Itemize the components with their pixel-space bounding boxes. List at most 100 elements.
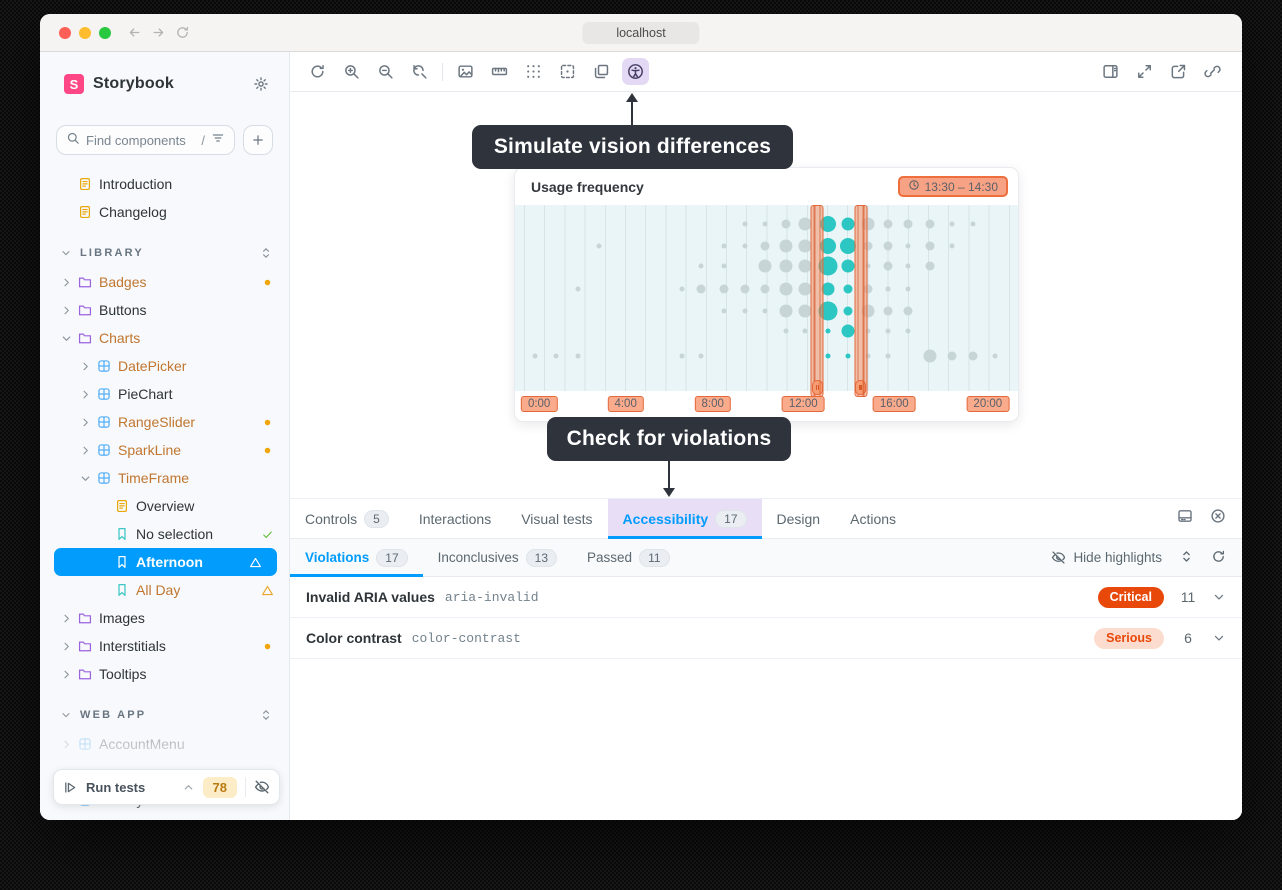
chart-dot <box>760 284 770 294</box>
updown-icon[interactable] <box>259 246 273 260</box>
sidebar-item-accountmenu[interactable]: AccountMenu <box>40 730 289 758</box>
create-story-button[interactable] <box>243 125 273 155</box>
chevron-right-icon[interactable] <box>60 304 73 317</box>
violation-row[interactable]: Invalid ARIA values aria-invalid Critical 1… <box>290 577 1242 618</box>
toolbar-accessibility-button[interactable] <box>622 58 649 85</box>
toolbar-zoom-out-button[interactable] <box>372 58 399 85</box>
chevron-down-icon[interactable] <box>60 332 73 345</box>
chevron-right-icon[interactable] <box>79 360 92 373</box>
search-box[interactable]: / <box>56 125 235 155</box>
toolbar-remount-button[interactable] <box>304 58 331 85</box>
chevron-down-icon[interactable] <box>1212 631 1226 645</box>
sidebar-item-overview[interactable]: Overview <box>40 492 289 520</box>
chevron-right-icon[interactable] <box>60 276 73 289</box>
sidebar-item-no-selection[interactable]: No selection <box>40 520 289 548</box>
close-window-button[interactable] <box>59 26 71 39</box>
sidebar-item-afternoon[interactable]: Afternoon <box>54 548 277 576</box>
reload-icon[interactable] <box>175 25 190 40</box>
sidebar-item-piechart[interactable]: PieChart <box>40 380 289 408</box>
range-handle-end[interactable] <box>854 205 868 397</box>
settings-button[interactable] <box>253 76 269 92</box>
sidebar-item-rangeslider[interactable]: RangeSlider <box>40 408 289 436</box>
subtab-inconclusives[interactable]: Inconclusives 13 <box>423 539 572 576</box>
toolbar-outline-button[interactable] <box>554 58 581 85</box>
chart-dot <box>925 241 935 251</box>
violation-row[interactable]: Color contrast color-contrast Serious 6 <box>290 618 1242 659</box>
sidebar-item-tooltips[interactable]: Tooltips <box>40 660 289 688</box>
handle-grip[interactable] <box>811 380 823 395</box>
chart-dot-selected <box>820 237 837 254</box>
panel-bottom-panel-button[interactable] <box>1177 508 1193 529</box>
toolbar-link-button[interactable] <box>1199 58 1226 85</box>
forward-icon[interactable] <box>151 25 166 40</box>
toolbar-ruler-button[interactable] <box>486 58 513 85</box>
gear-icon[interactable] <box>253 76 269 92</box>
test-count-badge: 78 <box>202 776 237 798</box>
bookmark-icon <box>118 556 126 568</box>
toolbar-layers-button[interactable] <box>588 58 615 85</box>
toolbar-panel-button[interactable] <box>1097 58 1124 85</box>
chevron-down-icon[interactable] <box>79 472 92 485</box>
back-icon[interactable] <box>127 25 142 40</box>
doc-icon <box>80 205 90 219</box>
chevron-down-icon[interactable] <box>60 247 72 259</box>
subtab-violations[interactable]: Violations 17 <box>290 539 423 577</box>
filter-icon[interactable] <box>211 131 225 150</box>
updown-icon[interactable] <box>259 708 273 722</box>
tab-design[interactable]: Design <box>762 499 836 538</box>
toolbar-zoom-reset-button[interactable] <box>406 58 433 85</box>
chart-dot <box>679 286 685 292</box>
browser-nav-buttons <box>127 25 190 40</box>
address-bar[interactable]: localhost <box>582 22 700 44</box>
run-tests-bar[interactable]: Run tests 78 <box>53 769 280 805</box>
tab-accessibility[interactable]: Accessibility 17 <box>607 499 762 539</box>
sidebar-item-badges[interactable]: Badges <box>40 268 289 296</box>
chevron-down-icon[interactable] <box>60 709 72 721</box>
chevron-right-icon[interactable] <box>79 416 92 429</box>
toolbar-new-tab-button[interactable] <box>1165 58 1192 85</box>
tab-actions[interactable]: Actions <box>835 499 911 538</box>
chevron-right-icon[interactable] <box>60 612 73 625</box>
sidebar-item-images[interactable]: Images <box>40 604 289 632</box>
sidebar-item-datepicker[interactable]: DatePicker <box>40 352 289 380</box>
sidebar-item-sparkline[interactable]: SparkLine <box>40 436 289 464</box>
range-handle-start[interactable] <box>810 205 824 397</box>
vision-tooltip: Simulate vision differences <box>472 125 793 169</box>
subtab-updown-button[interactable] <box>1179 549 1194 567</box>
subtab-passed[interactable]: Passed 11 <box>572 539 685 576</box>
sidebar-item-buttons[interactable]: Buttons <box>40 296 289 324</box>
chevron-up-icon[interactable] <box>182 781 195 794</box>
zoom-window-button[interactable] <box>99 26 111 39</box>
chevron-right-icon[interactable] <box>60 738 73 751</box>
toolbar-zoom-in-button[interactable] <box>338 58 365 85</box>
toolbar-backgrounds-button[interactable] <box>452 58 479 85</box>
chart-dot <box>719 284 729 294</box>
sidebar-item-timeframe[interactable]: TimeFrame <box>40 464 289 492</box>
sidebar-item-all-day[interactable]: All Day <box>40 576 289 604</box>
chevron-right-icon[interactable] <box>79 444 92 457</box>
tab-visual-tests[interactable]: Visual tests <box>506 499 607 538</box>
minimize-window-button[interactable] <box>79 26 91 39</box>
subtab-refresh-button[interactable] <box>1211 549 1226 567</box>
sidebar-item-introduction[interactable]: Introduction <box>40 170 289 198</box>
panel-close-circle-button[interactable] <box>1210 508 1226 529</box>
watch-mode-eye-off-icon[interactable] <box>254 779 270 795</box>
sidebar-section-web-app[interactable]: WEB APP <box>40 700 289 730</box>
chevron-down-icon[interactable] <box>1212 590 1226 604</box>
tab-controls[interactable]: Controls 5 <box>290 499 404 538</box>
sidebar-item-changelog[interactable]: Changelog <box>40 198 289 226</box>
tab-interactions[interactable]: Interactions <box>404 499 506 538</box>
filter-icon[interactable] <box>211 131 225 145</box>
toolbar-grid-button[interactable] <box>520 58 547 85</box>
sidebar-section-library[interactable]: LIBRARY <box>40 238 289 268</box>
chevron-right-icon[interactable] <box>79 388 92 401</box>
hide-highlights-button[interactable]: Hide highlights <box>1051 550 1162 565</box>
sidebar-item-interstitials[interactable]: Interstitials <box>40 632 289 660</box>
sidebar-item-charts[interactable]: Charts <box>40 324 289 352</box>
backgrounds-icon <box>458 65 473 78</box>
search-input[interactable] <box>86 132 196 148</box>
toolbar-fullscreen-button[interactable] <box>1131 58 1158 85</box>
handle-grip[interactable] <box>855 380 867 395</box>
chevron-right-icon[interactable] <box>60 640 73 653</box>
chevron-right-icon[interactable] <box>60 668 73 681</box>
